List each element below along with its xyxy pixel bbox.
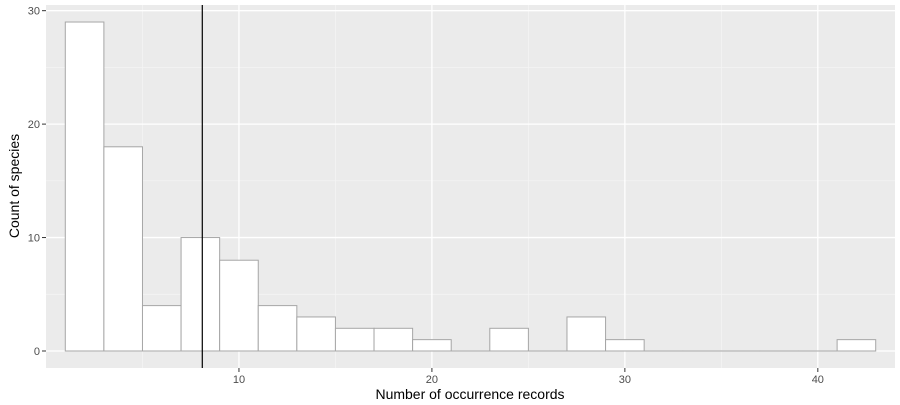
y-tick-label: 30 — [28, 6, 40, 18]
histogram-bar — [103, 146, 143, 352]
histogram-bar — [836, 339, 877, 352]
y-tick-label: 10 — [28, 233, 40, 245]
minor-gridlines — [46, 5, 895, 368]
histogram-bar — [334, 327, 375, 352]
histogram-bar — [412, 339, 452, 352]
histogram-bar — [605, 339, 645, 352]
histogram-bar — [257, 305, 298, 352]
histogram-bar — [489, 327, 529, 352]
histogram-bars — [64, 21, 877, 352]
x-tick-label: 20 — [426, 374, 438, 386]
histogram-bar — [566, 316, 607, 352]
histogram-bar — [219, 259, 259, 352]
y-axis-ticks: 0 10 20 30 — [28, 6, 46, 358]
x-tick-label: 10 — [233, 374, 245, 386]
histogram-bar — [296, 316, 336, 352]
histogram-bar — [141, 305, 182, 352]
x-axis-title: Number of occurrence records — [375, 386, 564, 402]
x-axis-ticks: 10 20 30 40 — [233, 368, 824, 386]
y-tick-label: 0 — [34, 346, 40, 358]
histogram-bar — [180, 237, 221, 352]
y-tick-label: 20 — [28, 119, 40, 131]
x-tick-label: 40 — [812, 374, 824, 386]
histogram-bar — [373, 327, 414, 352]
x-tick-label: 30 — [619, 374, 631, 386]
y-axis-title: Count of species — [6, 134, 22, 238]
histogram-bar — [64, 21, 105, 352]
